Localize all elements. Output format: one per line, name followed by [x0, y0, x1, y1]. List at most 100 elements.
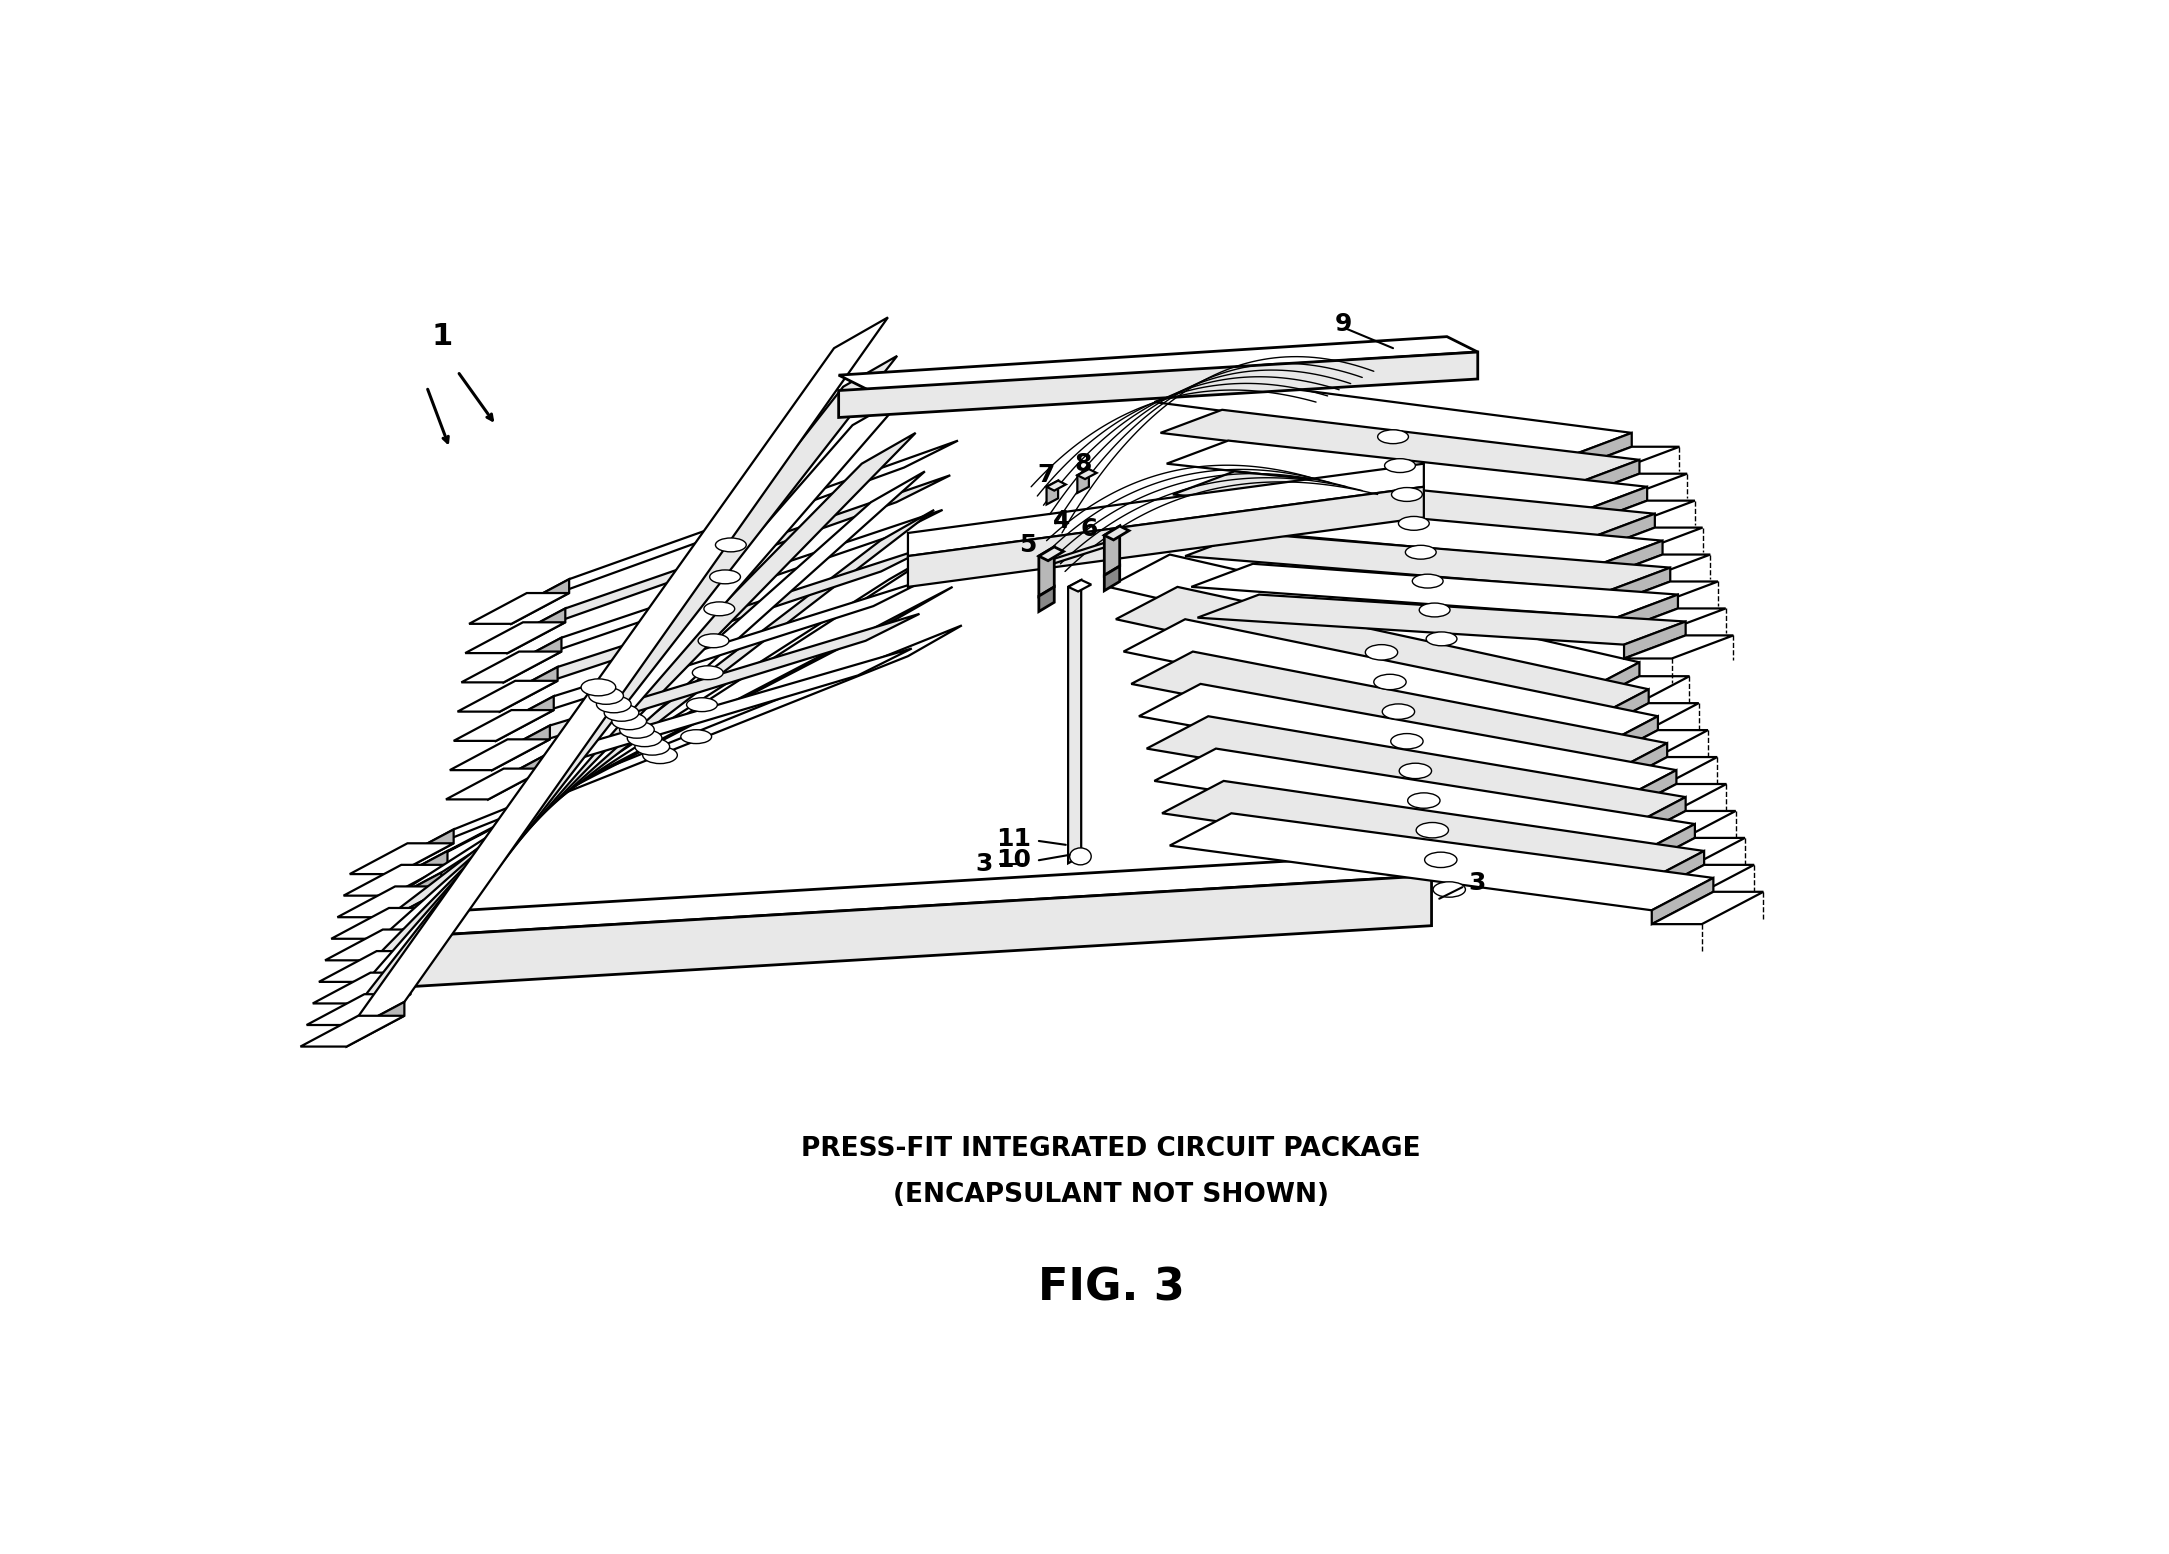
Polygon shape	[1596, 716, 1657, 763]
Polygon shape	[1601, 555, 1711, 578]
Polygon shape	[492, 614, 920, 757]
Polygon shape	[347, 1002, 403, 1046]
Polygon shape	[377, 894, 436, 939]
Text: 1: 1	[432, 322, 453, 351]
Polygon shape	[1605, 757, 1718, 789]
Polygon shape	[1596, 730, 1707, 763]
Polygon shape	[399, 875, 1432, 987]
Polygon shape	[1586, 500, 1694, 524]
Polygon shape	[1104, 566, 1119, 591]
Polygon shape	[1180, 502, 1664, 564]
Polygon shape	[497, 696, 553, 741]
Polygon shape	[503, 637, 562, 682]
Ellipse shape	[627, 730, 662, 746]
Polygon shape	[325, 929, 429, 960]
Polygon shape	[358, 959, 416, 1004]
Polygon shape	[1154, 379, 1631, 455]
Polygon shape	[1625, 797, 1685, 844]
Text: 7: 7	[1037, 463, 1056, 488]
Ellipse shape	[716, 538, 746, 552]
Polygon shape	[512, 441, 959, 611]
Polygon shape	[1586, 486, 1646, 524]
Ellipse shape	[709, 570, 740, 584]
Polygon shape	[839, 337, 1477, 390]
Polygon shape	[1067, 580, 1091, 592]
Ellipse shape	[1069, 848, 1091, 866]
Polygon shape	[1577, 676, 1690, 709]
Polygon shape	[1605, 743, 1668, 789]
Polygon shape	[1173, 471, 1655, 536]
Text: 3: 3	[976, 852, 993, 876]
Polygon shape	[488, 648, 911, 785]
Polygon shape	[464, 622, 566, 653]
Polygon shape	[1653, 878, 1714, 925]
Ellipse shape	[1399, 516, 1429, 530]
Polygon shape	[312, 973, 416, 1004]
Ellipse shape	[596, 696, 631, 713]
Polygon shape	[354, 356, 898, 1012]
Polygon shape	[1570, 446, 1679, 469]
Ellipse shape	[1406, 545, 1436, 559]
Ellipse shape	[1364, 645, 1397, 660]
Ellipse shape	[681, 730, 711, 743]
Ellipse shape	[1392, 488, 1423, 502]
Polygon shape	[1609, 581, 1718, 605]
Text: 11: 11	[996, 827, 1030, 852]
Ellipse shape	[705, 601, 735, 615]
Polygon shape	[364, 937, 423, 982]
Polygon shape	[839, 353, 1477, 418]
Polygon shape	[1614, 785, 1727, 816]
Polygon shape	[508, 609, 566, 653]
Polygon shape	[1653, 892, 1763, 925]
Text: 3: 3	[1468, 872, 1486, 895]
Polygon shape	[512, 580, 568, 623]
Polygon shape	[1625, 636, 1733, 659]
Polygon shape	[488, 755, 547, 799]
Polygon shape	[1115, 587, 1648, 721]
Polygon shape	[1139, 684, 1677, 802]
Ellipse shape	[1412, 573, 1442, 587]
Polygon shape	[1616, 595, 1679, 631]
Polygon shape	[449, 740, 551, 771]
Polygon shape	[499, 544, 935, 698]
Polygon shape	[1594, 514, 1655, 550]
Ellipse shape	[612, 713, 646, 730]
Polygon shape	[377, 510, 935, 925]
Text: (ENCAPSULANT NOT SHOWN): (ENCAPSULANT NOT SHOWN)	[894, 1183, 1330, 1207]
Text: FIG. 3: FIG. 3	[1037, 1267, 1184, 1308]
Polygon shape	[1601, 541, 1664, 578]
Ellipse shape	[698, 634, 729, 648]
Ellipse shape	[1427, 632, 1458, 646]
Polygon shape	[1614, 771, 1677, 816]
Polygon shape	[1039, 547, 1063, 561]
Polygon shape	[1147, 716, 1685, 830]
Ellipse shape	[1377, 430, 1408, 443]
Polygon shape	[384, 872, 440, 917]
Polygon shape	[1577, 474, 1687, 497]
Ellipse shape	[692, 665, 722, 679]
Polygon shape	[909, 463, 1423, 556]
Ellipse shape	[605, 704, 640, 721]
Polygon shape	[453, 710, 553, 741]
Polygon shape	[371, 915, 429, 960]
Text: PRESS-FIT INTEGRATED CIRCUIT PACKAGE: PRESS-FIT INTEGRATED CIRCUIT PACKAGE	[800, 1136, 1421, 1162]
Polygon shape	[1169, 813, 1714, 911]
Text: 10: 10	[996, 848, 1030, 872]
Polygon shape	[469, 594, 568, 623]
Polygon shape	[399, 853, 1432, 937]
Polygon shape	[1594, 528, 1703, 550]
Ellipse shape	[1434, 881, 1466, 897]
Polygon shape	[1577, 662, 1640, 709]
Polygon shape	[503, 510, 944, 668]
Polygon shape	[319, 951, 423, 982]
Polygon shape	[390, 587, 952, 881]
Polygon shape	[1078, 469, 1089, 493]
Polygon shape	[462, 651, 562, 682]
Polygon shape	[301, 1016, 403, 1046]
Ellipse shape	[1416, 822, 1449, 838]
Polygon shape	[1616, 609, 1727, 631]
Ellipse shape	[1382, 704, 1414, 720]
Ellipse shape	[1399, 763, 1432, 779]
Polygon shape	[1184, 533, 1670, 591]
Polygon shape	[1633, 824, 1694, 870]
